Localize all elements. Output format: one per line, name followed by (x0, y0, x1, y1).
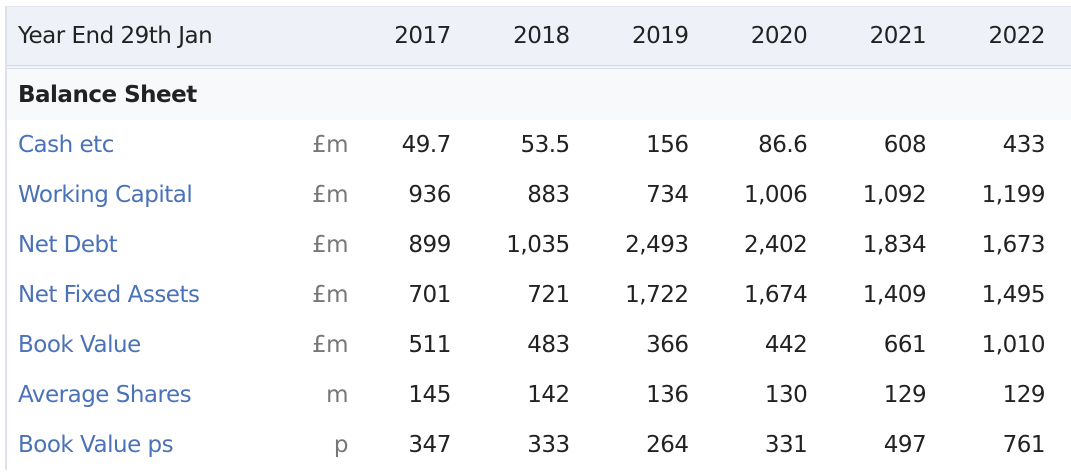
row-value: 1,006 (743, 182, 808, 208)
row-value: 433 (1002, 132, 1046, 158)
row-value: 721 (527, 282, 570, 308)
row-value: 333 (527, 432, 570, 458)
row-value: 701 (408, 282, 451, 308)
row-value: 1,092 (862, 182, 927, 208)
row-value: 129 (1002, 382, 1046, 408)
row-value: 264 (646, 432, 689, 458)
row-value: 2,402 (743, 232, 808, 258)
row-unit: £m (311, 282, 349, 308)
row-value: 483 (527, 332, 570, 358)
row-value: 347 (408, 432, 451, 458)
row-value: 366 (646, 332, 689, 358)
row-value: 1,035 (506, 232, 570, 258)
year-header: 2020 (716, 6, 836, 69)
table-row: Average Shares m 145 142 136 130 129 129 (7, 370, 1071, 420)
row-value: 1,674 (743, 282, 808, 308)
row-unit: £m (311, 132, 349, 158)
table-row: Working Capital £m 936 883 734 1,006 1,092 1,19… (7, 170, 1071, 220)
row-label-link[interactable]: Book Value ps (18, 432, 174, 458)
row-value: 136 (646, 382, 689, 408)
table-row: Book Value £m 511 483 366 442 661 1,010 (7, 320, 1071, 370)
balance-sheet-table: Year End 29th Jan 2017 2018 2019 2020 20… (5, 6, 1071, 470)
row-unit: £m (311, 232, 349, 258)
row-value: 734 (646, 182, 689, 208)
row-value: 1,673 (981, 232, 1046, 258)
year-header: 2017 (360, 6, 479, 69)
row-label-link[interactable]: Book Value (18, 332, 141, 358)
row-label-link[interactable]: Net Debt (18, 232, 118, 258)
row-value: 497 (883, 432, 927, 458)
row-label-link[interactable]: Average Shares (18, 382, 192, 408)
row-value: 145 (408, 382, 451, 408)
header-row: Year End 29th Jan 2017 2018 2019 2020 20… (7, 6, 1071, 69)
row-value: 331 (764, 432, 808, 458)
year-header: 2022 (954, 6, 1071, 69)
row-value: 49.7 (401, 132, 452, 158)
row-value: 1,495 (981, 282, 1046, 308)
section-row: Balance Sheet (7, 67, 1071, 120)
row-value: 142 (527, 382, 570, 408)
year-header: 2019 (597, 6, 717, 69)
row-value: 761 (1002, 432, 1046, 458)
table-row: Cash etc £m 49.7 53.5 156 86.6 608 433 (7, 120, 1071, 170)
row-value: 1,834 (862, 232, 927, 258)
row-value: 1,409 (862, 282, 927, 308)
row-value: 130 (764, 382, 808, 408)
row-value: 156 (646, 132, 689, 158)
unit-header (277, 6, 360, 69)
table-row: Book Value ps p 347 333 264 331 497 761 (7, 420, 1071, 470)
row-value: 1,199 (981, 182, 1046, 208)
row-unit: m (326, 382, 348, 408)
row-value: 1,722 (625, 282, 689, 308)
section-title: Balance Sheet (7, 67, 1071, 120)
row-label-link[interactable]: Cash etc (18, 132, 114, 158)
row-value: 129 (883, 382, 927, 408)
table-row: Net Fixed Assets £m 701 721 1,722 1,674 1,409 1… (7, 270, 1071, 320)
row-value: 661 (883, 332, 927, 358)
year-header: 2018 (478, 6, 598, 69)
row-label-link[interactable]: Net Fixed Assets (18, 282, 200, 308)
row-unit: £m (311, 182, 349, 208)
row-value: 442 (764, 332, 808, 358)
row-value: 53.5 (520, 132, 570, 158)
row-value: 899 (408, 232, 451, 258)
row-value: 883 (527, 182, 570, 208)
row-value: 2,493 (625, 232, 689, 258)
row-value: 1,010 (981, 332, 1046, 358)
row-value: 511 (408, 332, 451, 358)
row-label-link[interactable]: Working Capital (18, 182, 193, 208)
year-end-header: Year End 29th Jan (7, 6, 277, 69)
row-unit: p (333, 432, 349, 458)
row-value: 86.6 (758, 132, 808, 158)
year-header: 2021 (835, 6, 955, 69)
table-row: Net Debt £m 899 1,035 2,493 2,402 1,834 1,673 (7, 220, 1071, 270)
row-value: 936 (408, 182, 451, 208)
row-value: 608 (883, 132, 927, 158)
row-unit: £m (311, 332, 349, 358)
